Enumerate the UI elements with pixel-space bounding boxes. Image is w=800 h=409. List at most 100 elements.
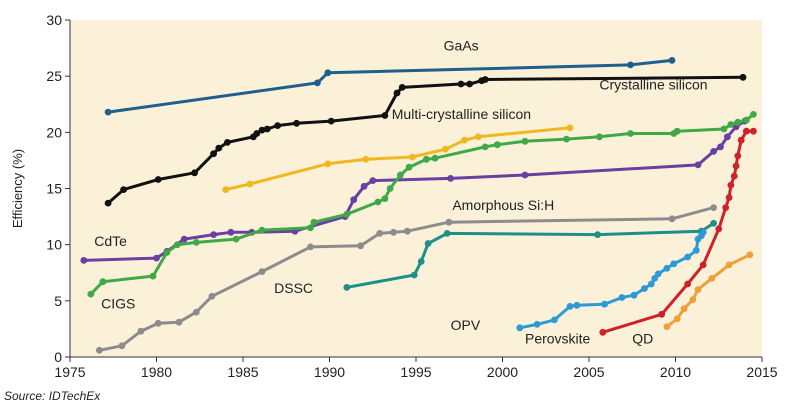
data-point-dssc	[424, 240, 432, 247]
data-point-amorphous-si-h	[96, 346, 103, 354]
data-point-cigs	[258, 226, 266, 234]
data-point-amorphous-si-h	[668, 215, 676, 223]
data-point-dssc	[417, 258, 425, 265]
data-point-opv	[647, 280, 655, 288]
data-point-multi-crystalline-silicon	[461, 136, 468, 144]
data-point-amorphous-si-h	[710, 204, 717, 212]
data-point-multi-crystalline-silicon	[362, 155, 370, 163]
series-lines	[80, 57, 757, 354]
data-point-amorphous-si-h	[208, 292, 216, 300]
data-point-opv	[641, 285, 648, 292]
data-point-amorphous-si-h	[357, 242, 364, 250]
data-point-cigs	[307, 224, 314, 232]
data-point-cigs	[405, 163, 413, 171]
y-tick-label: 10	[46, 237, 62, 253]
data-point-opv	[573, 301, 581, 309]
series-qd	[663, 251, 754, 331]
data-point-gaas	[104, 108, 112, 116]
data-point-cdte	[717, 143, 724, 151]
data-point-perovskite	[599, 328, 607, 336]
data-point-cigs	[192, 239, 200, 246]
data-point-cigs	[381, 195, 389, 203]
data-point-cigs	[431, 154, 439, 162]
data-point-multi-crystalline-silicon	[474, 133, 482, 141]
data-point-opv	[618, 294, 626, 301]
data-point-cigs	[149, 272, 157, 280]
y-tick-label: 15	[46, 181, 62, 197]
x-tick-label: 1985	[227, 364, 258, 380]
series-line-amorphous-si-h	[97, 206, 716, 352]
data-point-gaas	[668, 57, 676, 64]
series-label-opv: OPV	[451, 317, 481, 333]
y-tick-label: 25	[46, 68, 62, 84]
data-point-opv	[630, 291, 638, 299]
data-point-crystalline-silicon	[466, 80, 473, 88]
data-point-opv	[663, 264, 671, 272]
data-point-cigs	[727, 121, 735, 128]
data-point-qd	[663, 323, 671, 331]
data-point-cdte	[180, 235, 188, 243]
data-point-cigs	[397, 171, 404, 179]
data-point-crystalline-silicon	[293, 119, 300, 127]
data-point-cigs	[673, 127, 681, 135]
data-point-qd	[673, 315, 681, 323]
series-amorphous-si-h	[96, 204, 717, 354]
data-point-perovskite	[743, 127, 750, 135]
data-point-opv	[551, 316, 558, 324]
series-dssc	[343, 219, 717, 291]
data-point-cigs	[386, 185, 394, 192]
data-point-perovskite	[732, 162, 740, 170]
data-point-multi-crystalline-silicon	[409, 153, 416, 161]
data-point-crystalline-silicon	[274, 122, 281, 129]
data-point-cigs	[734, 118, 742, 126]
data-point-gaas	[314, 79, 321, 87]
data-point-cigs	[521, 137, 529, 145]
data-point-crystalline-silicon	[191, 169, 199, 177]
series-label-perovskite: Perovskite	[525, 331, 591, 347]
y-tick-label: 0	[54, 349, 62, 365]
data-point-opv	[670, 260, 678, 268]
data-point-cdte	[153, 254, 160, 262]
series-multi-crystalline-silicon	[222, 124, 574, 194]
x-tick-label: 2000	[487, 364, 518, 380]
data-point-cdte	[350, 196, 358, 204]
data-point-cigs	[232, 235, 240, 243]
data-point-cigs	[493, 141, 501, 149]
data-point-cigs	[163, 249, 171, 256]
data-point-crystalline-silicon	[327, 117, 335, 125]
data-point-amorphous-si-h	[307, 243, 314, 251]
data-point-perovskite	[658, 310, 666, 318]
data-point-gaas	[627, 61, 634, 69]
data-point-cdte	[710, 148, 717, 155]
data-point-dssc	[594, 231, 601, 239]
data-point-amorphous-si-h	[403, 227, 411, 235]
data-point-crystalline-silicon	[120, 186, 127, 194]
data-point-crystalline-silicon	[457, 80, 465, 88]
data-point-cigs	[343, 210, 351, 218]
data-point-cigs	[87, 290, 95, 298]
x-tick-label: 2015	[746, 364, 777, 380]
x-tick-label: 1990	[314, 364, 345, 380]
data-point-perovskite	[750, 127, 757, 135]
data-point-crystalline-silicon	[253, 130, 261, 137]
series-perovskite	[599, 127, 757, 336]
data-point-cigs	[374, 198, 382, 206]
data-point-amorphous-si-h	[445, 218, 453, 226]
data-point-amorphous-si-h	[192, 308, 200, 316]
y-tick-label: 5	[54, 293, 62, 309]
data-point-multi-crystalline-silicon	[246, 180, 254, 188]
data-point-crystalline-silicon	[258, 126, 266, 134]
x-tick-label: 1995	[400, 364, 431, 380]
series-label-qd: QD	[632, 331, 653, 347]
data-point-qd	[694, 286, 702, 293]
series-line-crystalline-silicon	[106, 75, 745, 205]
data-point-cdte	[521, 171, 529, 179]
series-labels: GaAs Crystalline silicon Multi-crystalline…	[94, 37, 707, 346]
data-point-cigs	[720, 125, 728, 133]
data-point-crystalline-silicon	[481, 76, 489, 83]
data-point-opv	[566, 303, 574, 310]
data-point-cigs	[750, 111, 757, 118]
data-point-multi-crystalline-silicon	[442, 145, 449, 153]
data-point-cdte	[360, 182, 368, 190]
